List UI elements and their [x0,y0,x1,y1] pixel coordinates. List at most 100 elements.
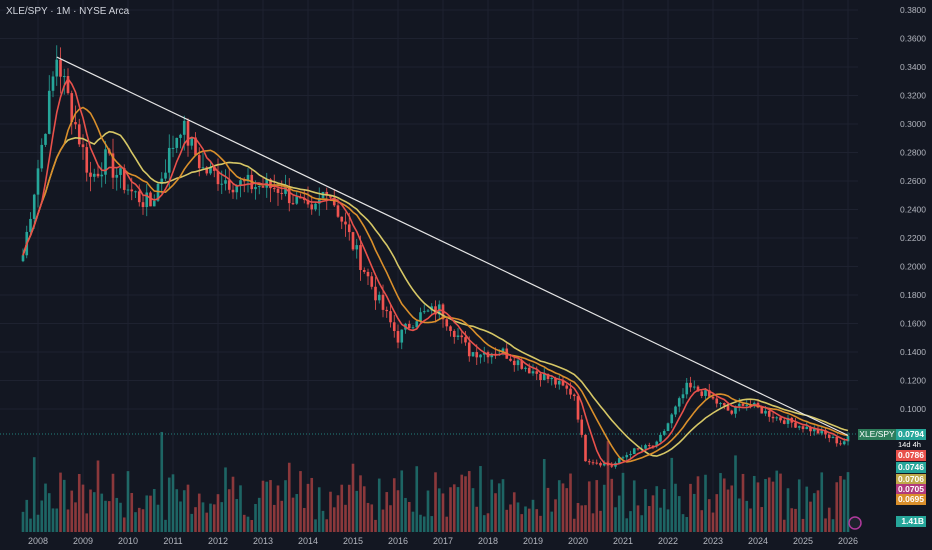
volume-bar [561,483,565,532]
candle-body [287,186,291,204]
candle-body [130,189,134,192]
volume-bar [730,485,734,532]
chart-settings-icon[interactable] [848,516,862,530]
candle-body [625,455,629,458]
candle-body [700,391,704,396]
volume-bar [317,487,321,532]
candle-body [149,192,152,207]
price-axis[interactable]: 0.3800 0.3600 0.3400 0.3200 0.3000 0.2800 0.26… [900,5,926,414]
volume-bar [194,507,197,532]
volume-bar [591,513,595,532]
volume-bar [677,496,681,532]
candle-body [527,367,531,374]
candle-body [374,286,377,301]
volume-bar [700,510,704,532]
price-tick-label: 0.2000 [900,262,926,272]
volume-bar [366,502,370,532]
volume-bar [824,518,827,532]
volume-bar [175,489,179,532]
candle-body [115,174,119,178]
volume-bar [242,514,246,532]
candle-body [719,403,722,405]
candle-body [467,342,471,357]
candle-body [310,204,314,210]
candle-body [730,410,734,414]
volume-bar [456,487,460,532]
candle-body [359,245,362,270]
price-tick-label: 0.3000 [900,119,926,129]
candle-body [44,133,47,145]
volume-bar [557,480,561,532]
candle-body [621,457,625,459]
candle-body [685,382,689,395]
candle-body [231,189,235,193]
candle-body [314,203,317,210]
candle-body [704,390,707,396]
volume-bar [182,490,186,532]
candle-body [235,185,239,193]
volume-bar [846,472,850,532]
volume-bar [749,508,752,532]
volume-bar [835,482,839,532]
candle-body [655,441,659,446]
candle-body [737,403,741,407]
candle-body [347,224,351,233]
candle-body [415,321,419,328]
volume-bar [310,477,314,532]
candle-body [846,435,850,442]
time-tick-label: 2009 [73,536,93,546]
time-tick-label: 2012 [208,536,228,546]
candle-body [677,398,681,407]
volume-bar [494,493,497,532]
candle-body [355,245,359,250]
price-tick-label: 0.1000 [900,404,926,414]
volume-bar [284,480,287,532]
price-tick-label: 0.2400 [900,205,926,215]
candle-body [51,76,55,91]
volume-bars [21,431,850,532]
volume-bar [812,493,816,532]
volume-bar [539,515,542,532]
candle-body [696,386,700,392]
trendline-group[interactable] [56,56,849,436]
trendline[interactable] [56,56,849,436]
volume-bar [719,473,722,532]
time-tick-label: 2019 [523,536,543,546]
volume-bar [389,505,392,532]
candle-body [152,200,156,207]
candle-body [261,186,265,188]
candle-body [160,178,164,184]
candle-body [167,147,171,173]
volume-bar [790,508,794,532]
ma-slow-line [22,130,849,457]
candle-body [325,191,329,196]
volume-bar [66,509,70,532]
candle-body [692,386,696,388]
candle-body [531,371,535,374]
candle-body [726,405,730,411]
volume-bar [602,484,606,532]
time-axis[interactable]: 2008 2009 2010 2011 2012 2013 2014 2015 2016 2017… [28,536,858,546]
volume-bar [550,511,554,532]
candle-body [557,380,561,385]
volume-bar [36,514,40,532]
volume-bar [760,507,764,532]
volume-bar [239,485,242,532]
volume-bar [741,473,745,532]
volume-bar [62,479,66,532]
candle-body [96,173,100,177]
candle-body [85,147,89,173]
volume-bar [640,515,644,532]
candle-body [156,183,160,201]
volume-bar [726,489,730,532]
volume-bar [426,490,430,532]
time-tick-label: 2025 [793,536,813,546]
candle-body [336,205,340,217]
candle-body [475,352,479,358]
candle-body [141,202,145,208]
volume-bar [122,517,126,532]
volume-bar [407,501,411,532]
candle-body [812,428,816,432]
volume-bar [299,471,302,532]
